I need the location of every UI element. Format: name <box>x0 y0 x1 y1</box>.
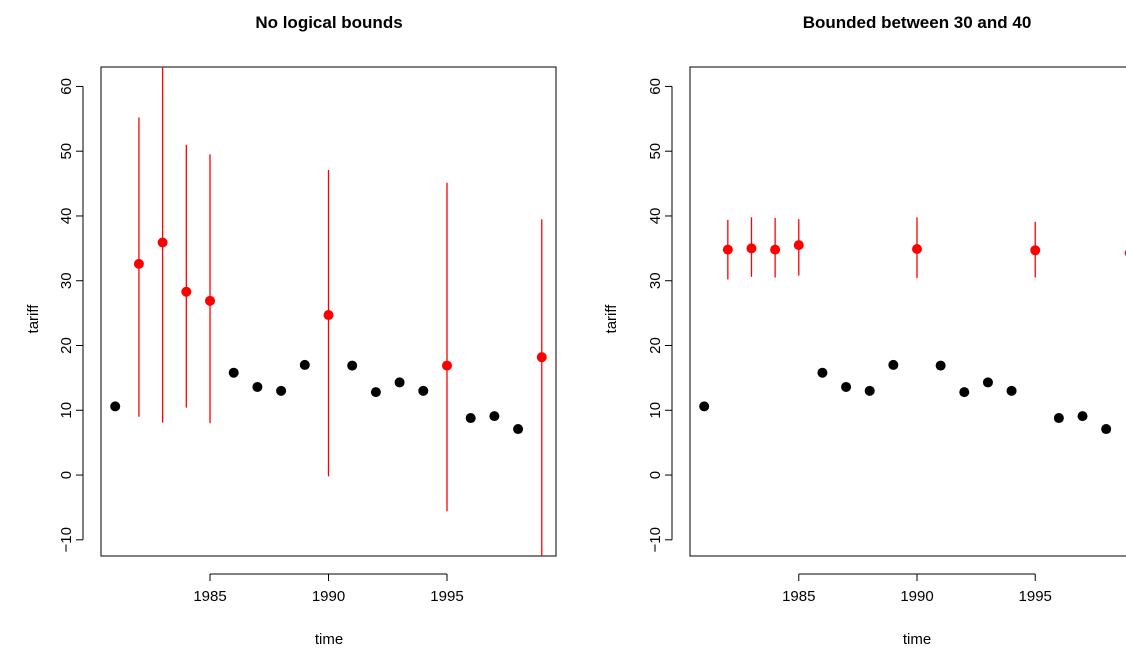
imputed-point <box>793 240 804 251</box>
imputed-point <box>912 243 922 254</box>
observed-point <box>347 360 358 371</box>
y-tick-label: 40 <box>647 208 664 225</box>
observed-point <box>252 381 263 392</box>
y-tick-label: −10 <box>58 527 75 552</box>
panel-no-bounds: No logical bounds time tariff 1985 1990 19… <box>25 13 557 648</box>
imputed-point <box>441 360 452 371</box>
observed-point <box>370 387 381 398</box>
imputed-point <box>181 286 192 297</box>
y-tick-label: 0 <box>647 471 664 479</box>
y-axis-label: tariff <box>25 304 42 334</box>
imputed-point <box>536 352 547 363</box>
y-tick-label: 0 <box>58 471 75 479</box>
y-tick-label: 20 <box>647 337 664 354</box>
y-tick-label: 10 <box>58 402 75 419</box>
observed-point <box>959 387 970 398</box>
panel-bounded: Bounded between 30 and 40 time tariff 19… <box>603 13 1126 648</box>
imputed-point <box>746 243 757 254</box>
plot-area <box>699 217 1126 435</box>
x-tick-label: 1990 <box>900 588 933 605</box>
observed-point <box>864 385 875 396</box>
y-tick-label: 10 <box>647 402 664 419</box>
imputed-point <box>133 258 144 269</box>
plot-frame <box>689 66 1126 557</box>
observed-point <box>1077 411 1088 422</box>
observed-point <box>935 360 946 371</box>
plot-area <box>110 67 547 556</box>
x-axis-label: time <box>315 631 343 648</box>
observed-point <box>982 377 993 388</box>
chart-title: Bounded between 30 and 40 <box>803 13 1032 32</box>
observed-point <box>418 385 429 396</box>
observed-point <box>228 367 239 378</box>
imputed-point <box>770 244 781 255</box>
imputed-point <box>1030 245 1041 256</box>
imputed-point <box>323 310 334 321</box>
y-axis-label: tariff <box>603 304 620 334</box>
observed-point <box>276 385 287 396</box>
observed-point <box>841 381 852 392</box>
observed-point <box>699 401 710 412</box>
chart-title: No logical bounds <box>255 13 402 32</box>
observed-point <box>110 401 121 412</box>
x-tick-label: 1990 <box>312 588 345 605</box>
y-tick-label: 60 <box>58 78 75 95</box>
observed-point <box>513 424 524 435</box>
observed-point <box>817 367 828 378</box>
y-tick-label: −10 <box>647 527 664 552</box>
y-tick-label: 50 <box>647 143 664 160</box>
imputed-point <box>157 237 168 248</box>
observed-point <box>1053 413 1064 424</box>
x-tick-label: 1995 <box>430 588 463 605</box>
x-tick-label: 1985 <box>193 588 226 605</box>
x-axis-label: time <box>903 631 931 648</box>
y-tick-label: 60 <box>647 78 664 95</box>
observed-point <box>1101 424 1112 435</box>
observed-point <box>465 413 476 424</box>
y-tick-label: 40 <box>58 208 75 225</box>
observed-point <box>1006 385 1017 396</box>
y-tick-label: 50 <box>58 143 75 160</box>
observed-point <box>394 377 405 388</box>
y-tick-label: 30 <box>58 272 75 289</box>
imputed-point <box>205 295 216 306</box>
imputed-point <box>722 244 733 255</box>
x-tick-label: 1995 <box>1019 588 1052 605</box>
observed-point <box>489 411 500 422</box>
plot-frame <box>100 66 557 557</box>
y-tick-label: 20 <box>58 337 75 354</box>
y-tick-label: 30 <box>647 272 664 289</box>
x-tick-label: 1985 <box>782 588 815 605</box>
observed-point <box>299 359 310 370</box>
observed-point <box>888 359 899 370</box>
